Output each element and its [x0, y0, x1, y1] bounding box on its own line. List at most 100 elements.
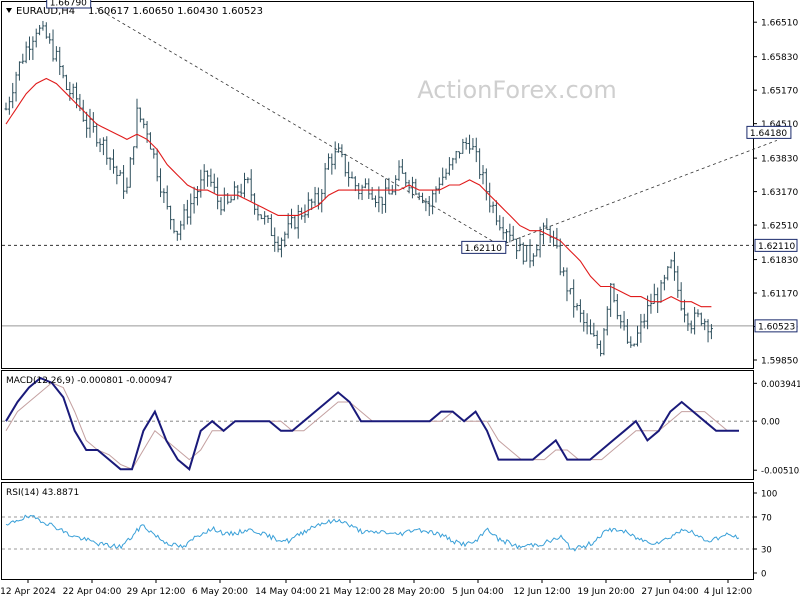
dropdown-triangle-icon[interactable] — [6, 8, 12, 13]
ohlc-bar — [28, 36, 32, 61]
ohlc-bar — [521, 242, 525, 265]
ohlc-bar — [118, 169, 122, 176]
ohlc-bar — [407, 179, 411, 194]
ohlc-bar — [38, 24, 42, 36]
ohlc-bar — [293, 215, 297, 230]
ohlc-bar — [17, 61, 21, 81]
price-tick-label: 1.64510 — [761, 120, 798, 130]
ohlc-bar — [703, 318, 707, 331]
ohlc-bar — [669, 259, 673, 269]
ohlc-bar — [528, 239, 532, 268]
time-tick-label: 29 Apr 12:00 — [127, 587, 186, 597]
ohlc-bar — [216, 177, 220, 210]
ohlc-bar — [672, 251, 676, 281]
ohlc-bar — [434, 186, 438, 203]
price-tick-label: 1.61170 — [761, 290, 798, 300]
price-tick-label: 1.59850 — [761, 357, 798, 367]
ohlc-bar — [454, 150, 458, 164]
price-bars — [4, 20, 713, 357]
price-panel-frame — [1, 1, 754, 369]
macd-main-line — [5, 376, 739, 471]
ohlc-bar — [582, 309, 586, 332]
ohlc-bar — [424, 198, 428, 212]
ohlc-bar — [625, 319, 629, 344]
price-tick-label: 1.61830 — [761, 256, 798, 266]
price-tick-label: 1.62510 — [761, 222, 798, 232]
ohlc-bar — [162, 188, 166, 203]
macd-tick-label: 0.00 — [761, 418, 780, 428]
ohlc-bar — [239, 183, 243, 197]
price-tick-label: 1.63830 — [761, 155, 798, 165]
ohlc-bar — [683, 299, 687, 323]
ohlc-bar — [14, 71, 18, 102]
ohlc-bar — [337, 143, 341, 153]
ohlc-bar — [505, 229, 509, 244]
ohlc-bar — [61, 65, 65, 79]
ohlc-bar — [394, 175, 398, 196]
ohlc-bar — [212, 173, 216, 193]
price-tick-label: 1.66510 — [761, 19, 798, 29]
ohlc-bar — [541, 222, 545, 245]
ohlc-bar — [303, 204, 307, 223]
ohlc-bar — [249, 169, 253, 202]
ohlc-bar — [296, 204, 300, 239]
ohlc-bar — [155, 148, 159, 182]
ohlc-bar — [48, 33, 52, 44]
ohlc-bar — [421, 192, 425, 204]
time-tick-label: 12 Jun 12:00 — [513, 587, 570, 597]
ohlc-bar — [414, 178, 418, 195]
ohlc-bar — [236, 184, 240, 200]
ohlc-bar — [185, 199, 189, 225]
ohlc-bar — [595, 330, 599, 349]
ohlc-bar — [172, 218, 176, 234]
ohlc-bar — [374, 195, 377, 208]
ohlc-bar — [276, 236, 280, 253]
ohlc-bar — [165, 185, 169, 210]
ohlc-bar — [263, 211, 267, 225]
ohlc-bar — [562, 267, 566, 277]
ohlc-bar — [179, 220, 183, 241]
ohlc-bar — [491, 201, 495, 214]
ohlc-bar — [488, 182, 492, 213]
ohlc-bar — [578, 299, 582, 323]
symbol-label: EURAUD,H4 — [16, 6, 75, 17]
ohlc-bar — [387, 177, 391, 195]
ohlc-bar — [400, 159, 404, 174]
moving-average — [5, 77, 712, 308]
ohlc-bar — [195, 186, 199, 206]
ohlc-bar — [256, 204, 260, 221]
swing-label-box — [746, 125, 792, 139]
level-price-tag: 1.62110 — [754, 238, 798, 252]
ohlc-bar — [380, 196, 384, 214]
ohlc-bar — [152, 148, 156, 159]
ohlc-bar — [461, 138, 465, 154]
ohlc-bar — [189, 193, 193, 225]
swing-label-text: 1.66790 — [50, 0, 87, 9]
time-tick-label: 14 May 04:00 — [255, 587, 317, 597]
ohlc-bar — [605, 306, 609, 336]
ohlc-bar — [343, 153, 347, 177]
ohlc-bar — [619, 314, 623, 329]
ohlc-bar — [169, 205, 173, 230]
ohlc-bar — [41, 20, 45, 31]
ohlc-bar — [636, 325, 640, 347]
ohlc-bar — [175, 230, 179, 241]
ohlc-bar — [333, 141, 337, 170]
ohlc-bar — [128, 156, 132, 188]
ohlc-bar — [51, 29, 55, 62]
ohlc-bar — [612, 283, 616, 303]
ohlc-bar — [525, 244, 529, 262]
ohlc-bar — [599, 340, 603, 357]
swing-label-text: 1.62110 — [465, 244, 502, 254]
ohlc-bar — [232, 181, 236, 201]
ohlc-bar — [71, 83, 75, 99]
ohlc-bar — [511, 225, 515, 241]
ohlc-bar — [105, 136, 109, 165]
macd-panel-frame — [1, 370, 754, 480]
price-tick-label: 1.63170 — [761, 188, 798, 198]
ohlc-bar — [498, 215, 502, 231]
ohlc-bar — [357, 182, 361, 200]
ohlc-bar — [326, 153, 330, 170]
